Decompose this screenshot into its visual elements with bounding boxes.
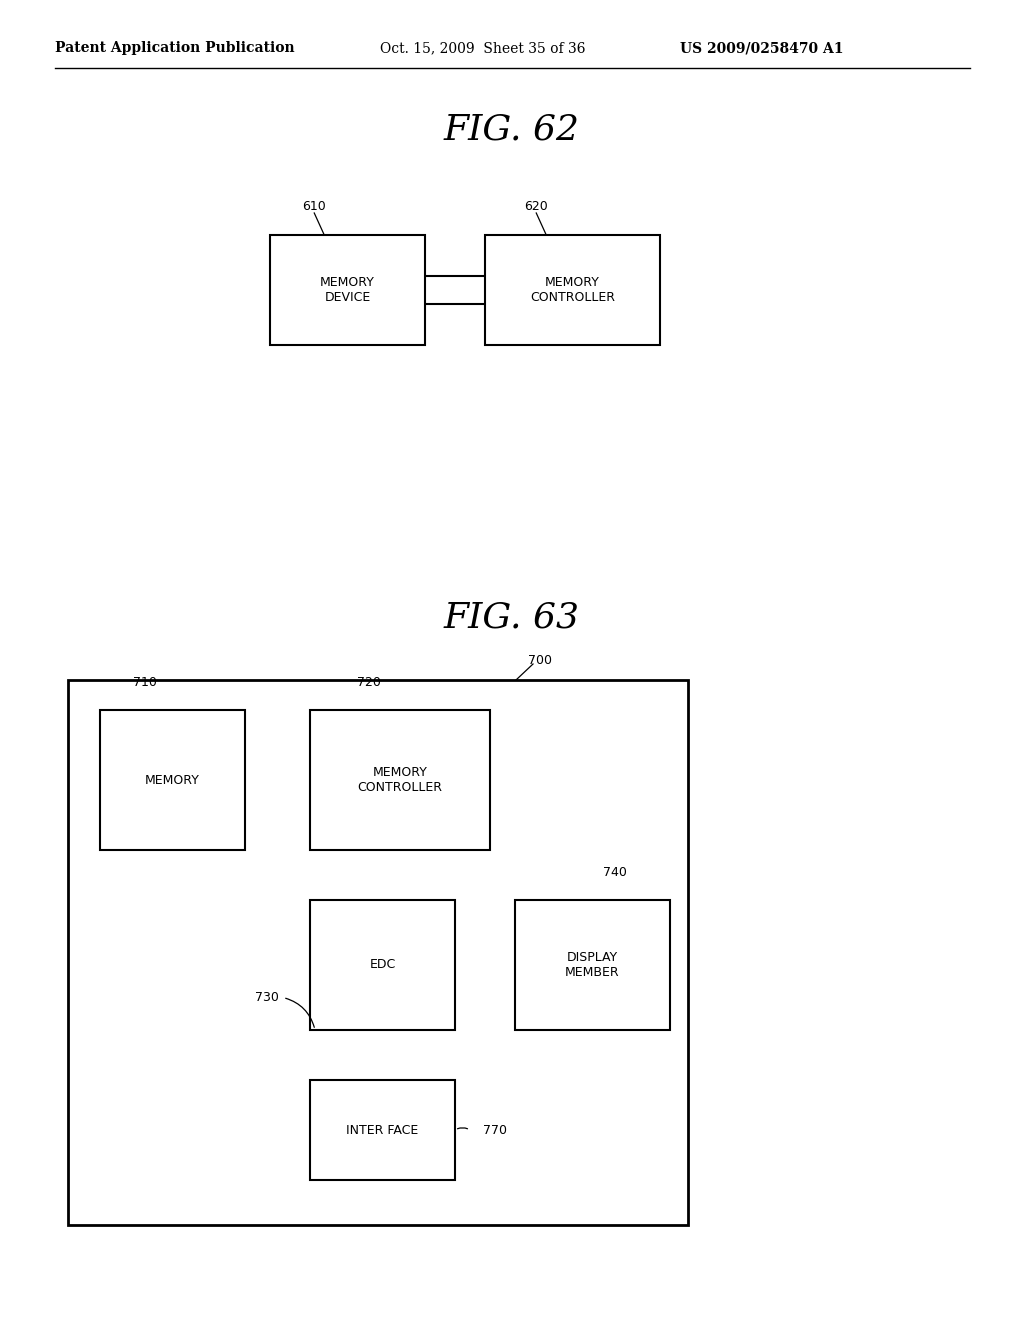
- Bar: [100, 710, 245, 850]
- Text: MEMORY
CONTROLLER: MEMORY CONTROLLER: [530, 276, 615, 304]
- Text: MEMORY
DEVICE: MEMORY DEVICE: [321, 276, 375, 304]
- Text: 710: 710: [133, 676, 157, 689]
- Text: MEMORY
CONTROLLER: MEMORY CONTROLLER: [357, 766, 442, 795]
- Text: 740: 740: [602, 866, 627, 879]
- Text: INTER FACE: INTER FACE: [346, 1123, 419, 1137]
- Text: US 2009/0258470 A1: US 2009/0258470 A1: [680, 41, 844, 55]
- Text: 610: 610: [302, 201, 326, 214]
- Bar: [68, 680, 688, 1225]
- Bar: [515, 900, 670, 1030]
- Text: Patent Application Publication: Patent Application Publication: [55, 41, 295, 55]
- Text: DISPLAY
MEMBER: DISPLAY MEMBER: [565, 950, 620, 979]
- Text: 700: 700: [528, 653, 552, 667]
- Bar: [270, 235, 425, 345]
- Bar: [310, 1080, 455, 1180]
- Text: MEMORY: MEMORY: [145, 774, 200, 787]
- Text: 770: 770: [483, 1123, 507, 1137]
- Bar: [310, 710, 490, 850]
- Text: FIG. 63: FIG. 63: [444, 601, 580, 635]
- Text: FIG. 62: FIG. 62: [444, 114, 580, 147]
- Text: 620: 620: [524, 201, 548, 214]
- Bar: [485, 235, 660, 345]
- Text: 730: 730: [255, 991, 279, 1005]
- Bar: [310, 900, 455, 1030]
- Text: 720: 720: [357, 676, 381, 689]
- Text: Oct. 15, 2009  Sheet 35 of 36: Oct. 15, 2009 Sheet 35 of 36: [380, 41, 586, 55]
- Text: EDC: EDC: [370, 958, 395, 972]
